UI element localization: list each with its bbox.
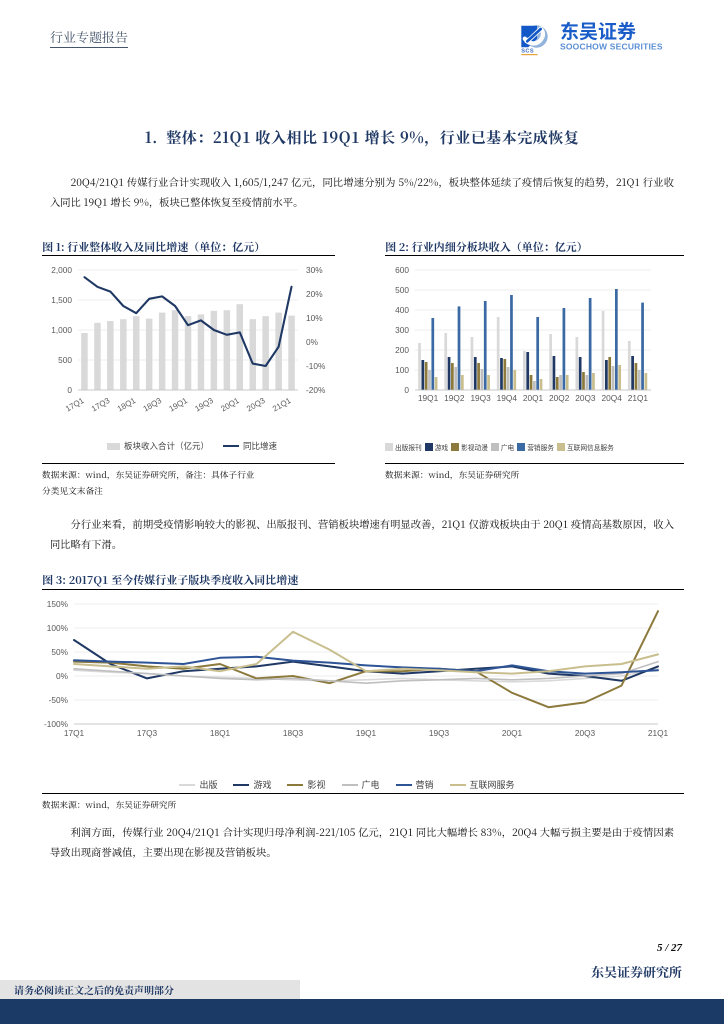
svg-text:SOOCHOW SECURITIES: SOOCHOW SECURITIES [560, 42, 663, 52]
svg-text:500: 500 [395, 285, 409, 295]
svg-text:-10%: -10% [306, 361, 326, 371]
svg-text:200: 200 [395, 345, 409, 355]
svg-text:0%: 0% [56, 671, 69, 681]
svg-text:10%: 10% [306, 313, 323, 323]
svg-text:20Q1: 20Q1 [502, 728, 523, 738]
svg-text:0: 0 [67, 385, 72, 395]
svg-text:17Q1: 17Q1 [64, 728, 85, 738]
svg-text:-20%: -20% [306, 385, 326, 395]
svg-text:21Q1: 21Q1 [628, 393, 649, 403]
svg-text:1,500: 1,500 [51, 295, 72, 305]
svg-text:150%: 150% [47, 599, 69, 609]
svg-text:0: 0 [404, 385, 409, 395]
svg-text:0%: 0% [306, 337, 319, 347]
svg-text:20Q1: 20Q1 [219, 396, 241, 414]
svg-text:19Q1: 19Q1 [418, 393, 439, 403]
svg-text:18Q1: 18Q1 [116, 396, 138, 414]
svg-text:21Q1: 21Q1 [648, 728, 668, 738]
svg-text:SCS: SCS [521, 48, 534, 54]
svg-text:19Q1: 19Q1 [168, 396, 190, 414]
svg-text:2,000: 2,000 [51, 265, 72, 275]
svg-text:20Q3: 20Q3 [575, 728, 596, 738]
svg-text:19Q3: 19Q3 [429, 728, 450, 738]
svg-text:17Q1: 17Q1 [64, 396, 86, 414]
svg-text:600: 600 [395, 265, 409, 275]
svg-text:20Q1: 20Q1 [523, 393, 544, 403]
svg-text:20Q2: 20Q2 [549, 393, 570, 403]
svg-text:100%: 100% [47, 623, 69, 633]
svg-text:19Q3: 19Q3 [470, 393, 491, 403]
svg-text:400: 400 [395, 305, 409, 315]
svg-text:20Q3: 20Q3 [575, 393, 596, 403]
svg-text:19Q1: 19Q1 [356, 728, 377, 738]
svg-text:20Q4: 20Q4 [602, 393, 623, 403]
svg-text:1,000: 1,000 [51, 325, 72, 335]
svg-text:18Q3: 18Q3 [142, 396, 164, 414]
svg-text:50%: 50% [51, 647, 68, 657]
svg-text:100: 100 [395, 365, 409, 375]
svg-text:18Q1: 18Q1 [210, 728, 231, 738]
svg-text:东吴证券: 东吴证券 [560, 17, 636, 44]
svg-text:500: 500 [58, 355, 72, 365]
svg-text:-50%: -50% [49, 695, 69, 705]
svg-text:21Q1: 21Q1 [271, 396, 293, 414]
svg-text:30%: 30% [306, 265, 323, 275]
svg-text:17Q3: 17Q3 [90, 396, 112, 414]
svg-text:19Q4: 19Q4 [497, 393, 518, 403]
svg-text:17Q3: 17Q3 [137, 728, 158, 738]
svg-text:18Q3: 18Q3 [283, 728, 304, 738]
svg-text:20Q3: 20Q3 [245, 396, 267, 414]
svg-text:19Q3: 19Q3 [193, 396, 215, 414]
svg-text:19Q2: 19Q2 [444, 393, 465, 403]
svg-text:300: 300 [395, 325, 409, 335]
svg-text:20%: 20% [306, 289, 323, 299]
